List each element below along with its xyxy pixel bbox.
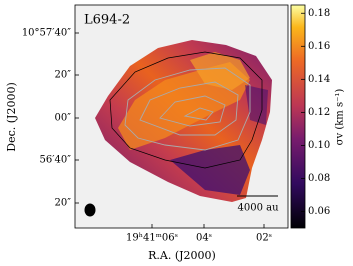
contours (109, 51, 263, 169)
colorbar-tick-label: 0.18 (308, 8, 330, 19)
y-axis-label: Dec. (J2000) (5, 82, 18, 151)
colorbar-tick-label: 0.06 (308, 206, 330, 217)
y-tick-label: 20″ (55, 70, 72, 81)
x-axis-label: R.A. (J2000) (148, 249, 216, 262)
colorbar-tick-label: 0.16 (308, 41, 330, 52)
emission-map (95, 40, 272, 202)
colorbar-tick-label: 0.08 (308, 173, 330, 184)
beam (84, 203, 96, 217)
y-tick-label: 20″ (55, 198, 72, 209)
colorbar-tick-label: 0.12 (308, 107, 330, 118)
x-tick-label: 19ʰ41ᵐ06ˢ (126, 233, 178, 244)
scalebar-label: 4000 au (237, 203, 279, 214)
x-tick-label: 02ˢ (256, 233, 272, 244)
panel-label: L694-2 (84, 13, 130, 28)
y-tick-label: 56′40″ (40, 155, 72, 166)
colorbar (290, 4, 306, 229)
y-tick-label: 10°57′40″ (22, 28, 71, 39)
colorbar-tick-label: 0.14 (308, 74, 330, 85)
y-tick-label: 00″ (55, 113, 72, 124)
colorbar-tick-label: 0.10 (308, 140, 330, 151)
colorbar-label: σv (km s⁻¹) (335, 89, 346, 146)
x-tick-label: 04ˢ (196, 233, 212, 244)
